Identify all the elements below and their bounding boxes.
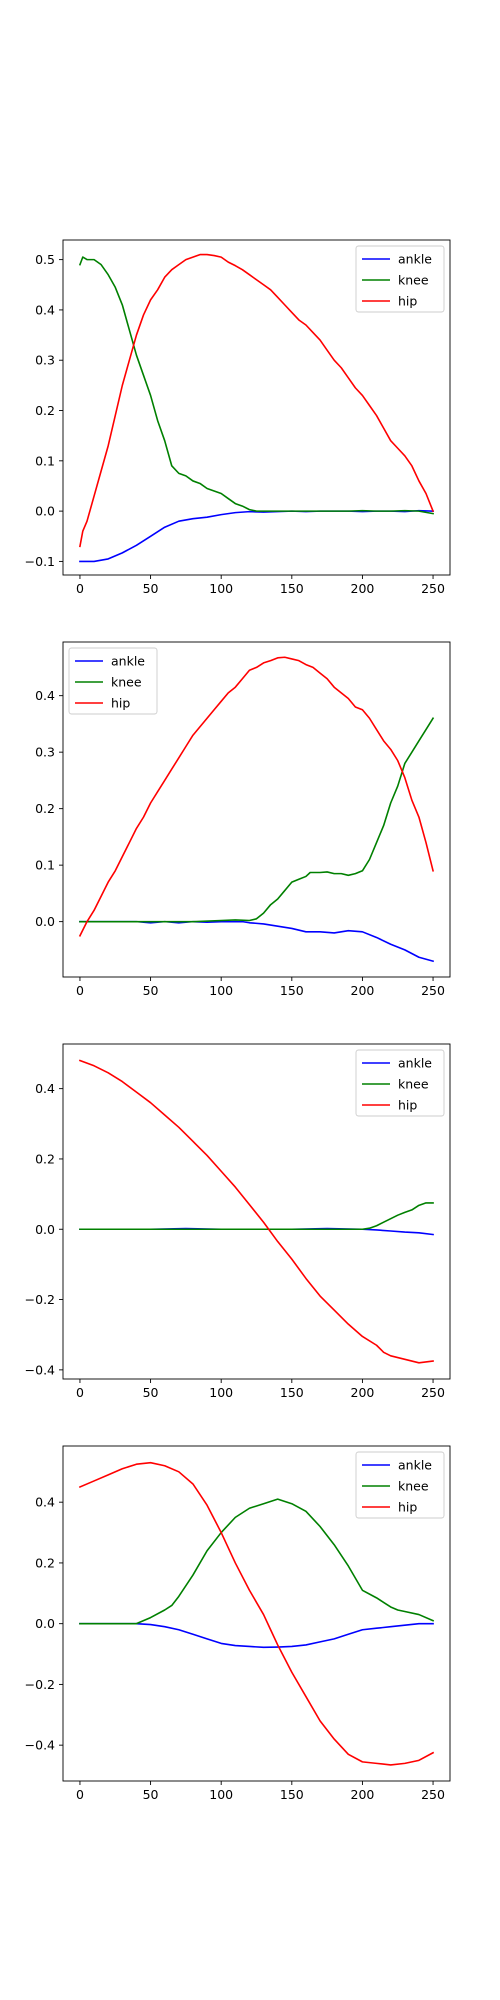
x-tick-label: 150: [280, 1787, 304, 1802]
series-line-ankle: [79, 509, 434, 563]
x-tick-label: 100: [209, 581, 233, 596]
y-tick-label: 0.0: [35, 1616, 55, 1631]
series-line-hip: [79, 253, 435, 548]
y-tick-label: 0.2: [35, 801, 55, 816]
x-tick-label: 0: [76, 1385, 84, 1400]
legend-label-hip: hip: [111, 696, 130, 711]
series-line-knee: [79, 1202, 434, 1231]
legend-label-knee: knee: [398, 1077, 429, 1092]
x-tick-label: 200: [351, 1385, 375, 1400]
legend-label-ankle: ankle: [111, 654, 145, 669]
legend: ankle knee hip: [68, 647, 158, 715]
series-line-hip: [78, 1059, 434, 1364]
y-tick-label: −0.2: [25, 1292, 55, 1307]
legend-label-hip: hip: [398, 1098, 417, 1113]
x-tick-label: 250: [421, 581, 445, 596]
series-line-ankle: [79, 920, 435, 963]
y-tick-label: −0.4: [25, 1738, 55, 1753]
x-tick-label: 0: [76, 983, 84, 998]
series-line-ankle: [79, 1622, 434, 1649]
y-tick-label: 0.0: [35, 504, 55, 519]
chart-3: 0 50 100 150 200 250 −0.4 −0.2 0.0 0.2 0.4 ankle kne…: [25, 1043, 451, 1400]
legend-label-ankle: ankle: [398, 1056, 432, 1071]
y-tick-label: 0.3: [35, 745, 55, 760]
x-tick-label: 150: [280, 1385, 304, 1400]
y-tick-label: 0.4: [35, 1495, 55, 1510]
chart-2: 0 50 100 150 200 250 0.0 0.1 0.2 0.3 0.4 ankle knee h…: [35, 641, 451, 998]
x-tick-label: 200: [351, 983, 375, 998]
x-tick-label: 100: [209, 1787, 233, 1802]
y-tick-label: 0.4: [35, 688, 55, 703]
y-tick-label: 0.1: [35, 453, 55, 468]
legend-label-knee: knee: [398, 273, 429, 288]
y-tick-label: 0.4: [35, 1081, 55, 1096]
plot-frame: [62, 239, 451, 576]
x-tick-label: 150: [280, 581, 304, 596]
legend: ankle knee hip: [355, 1451, 445, 1519]
series-line-knee: [79, 717, 435, 923]
y-tick-label: 0.2: [35, 1151, 55, 1166]
legend: ankle knee hip: [355, 245, 445, 313]
legend-box: [355, 1451, 445, 1519]
x-tick-label: 100: [209, 983, 233, 998]
y-tick-label: 0.4: [35, 302, 55, 317]
y-tick-label: 0.1: [35, 858, 55, 873]
y-tick-label: 0.3: [35, 353, 55, 368]
x-tick-label: 250: [421, 983, 445, 998]
series-line-hip: [78, 1461, 435, 1766]
x-tick-label: 200: [351, 581, 375, 596]
x-tick-label: 50: [143, 581, 159, 596]
y-tick-label: 0.2: [35, 403, 55, 418]
chart-1: 0 50 100 150 200 250 −0.1 0.0 0.1 0.2 0.3 0.4 0.5 ank…: [25, 239, 451, 596]
x-tick-label: 150: [280, 983, 304, 998]
x-tick-label: 50: [143, 1385, 159, 1400]
legend-label-ankle: ankle: [398, 252, 432, 267]
y-tick-label: 0.2: [35, 1555, 55, 1570]
y-tick-label: 0.5: [35, 252, 55, 267]
x-tick-label: 250: [421, 1787, 445, 1802]
legend-label-knee: knee: [111, 675, 142, 690]
plot-frame: [62, 1445, 451, 1782]
series-line-knee: [78, 256, 434, 515]
y-tick-label: 0.0: [35, 1222, 55, 1237]
x-tick-label: 200: [351, 1787, 375, 1802]
x-tick-label: 250: [421, 1385, 445, 1400]
chart-4: 0 50 100 150 200 250 −0.4 −0.2 0.0 0.2 0.4 ankle kne…: [25, 1445, 451, 1802]
plot-frame: [62, 641, 451, 978]
legend-label-hip: hip: [398, 1500, 417, 1515]
series-line-hip: [78, 656, 435, 937]
y-tick-label: −0.4: [25, 1362, 55, 1377]
legend-box: [355, 1049, 445, 1117]
legend: ankle knee hip: [355, 1049, 445, 1117]
x-tick-label: 100: [209, 1385, 233, 1400]
plot-frame: [62, 1043, 451, 1380]
legend-box: [68, 647, 158, 715]
legend-label-hip: hip: [398, 294, 417, 309]
x-tick-label: 0: [76, 581, 84, 596]
x-tick-label: 0: [76, 1787, 84, 1802]
y-tick-label: −0.1: [25, 554, 55, 569]
legend-label-ankle: ankle: [398, 1458, 432, 1473]
series-line-knee: [79, 1498, 435, 1625]
x-tick-label: 50: [143, 983, 159, 998]
y-tick-label: −0.2: [25, 1677, 55, 1692]
legend-box: [355, 245, 445, 313]
y-tick-label: 0.0: [35, 914, 55, 929]
x-tick-label: 50: [143, 1787, 159, 1802]
legend-label-knee: knee: [398, 1479, 429, 1494]
